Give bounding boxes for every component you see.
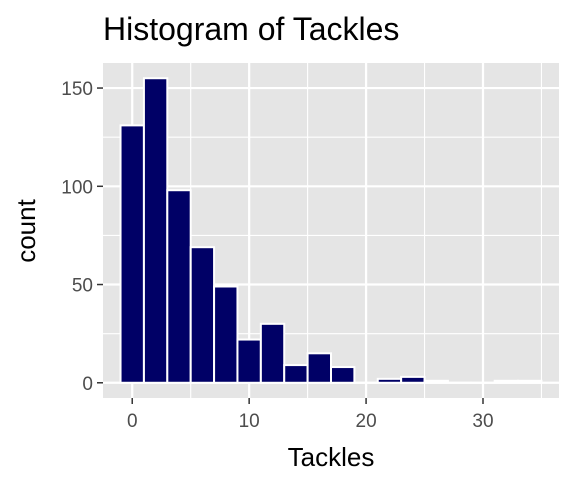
x-tick-label: 20: [356, 411, 377, 432]
x-tick-label: 30: [472, 411, 493, 432]
y-tick-label: 150: [61, 79, 93, 100]
histogram-bar: [493, 379, 520, 384]
x-axis-title: Tackles: [288, 442, 375, 472]
histogram-bar: [213, 285, 239, 384]
histogram-bar: [283, 364, 309, 384]
histogram-bar: [166, 189, 192, 384]
histogram-bar: [119, 124, 145, 384]
histogram-bar: [236, 338, 262, 384]
x-axis: 0 10 20 30: [127, 398, 494, 432]
histogram-bar: [142, 77, 169, 384]
histogram-bars: [119, 77, 543, 384]
histogram-bar: [400, 375, 426, 384]
y-tick-label: 0: [82, 374, 93, 395]
x-tick-label: 10: [239, 411, 260, 432]
y-tick-label: 50: [72, 276, 93, 297]
y-axis-title: count: [11, 198, 41, 262]
histogram-bar: [423, 379, 449, 384]
histogram-bar: [376, 377, 403, 384]
chart-title: Histogram of Tackles: [103, 11, 399, 47]
histogram-bar: [259, 322, 286, 384]
y-tick-label: 100: [61, 177, 93, 198]
histogram-bar: [517, 379, 543, 384]
histogram-bar: [189, 246, 216, 384]
histogram-bar: [330, 366, 356, 384]
x-tick-label: 0: [127, 411, 138, 432]
histogram-bar: [306, 352, 333, 384]
y-axis: 0 50 100 150: [61, 79, 103, 395]
